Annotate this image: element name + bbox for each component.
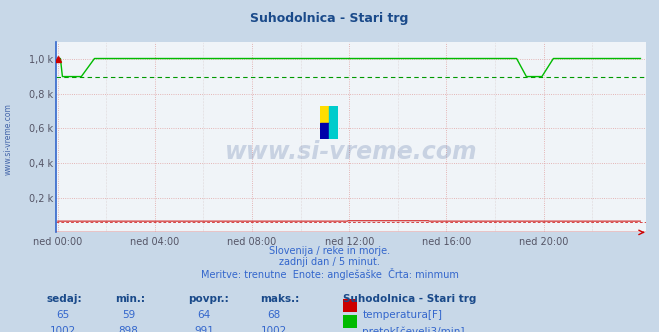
Text: Slovenija / reke in morje.: Slovenija / reke in morje. — [269, 246, 390, 256]
Text: www.si-vreme.com: www.si-vreme.com — [225, 140, 477, 164]
Text: min.:: min.: — [115, 294, 146, 304]
Bar — [320, 123, 329, 139]
Text: zadnji dan / 5 minut.: zadnji dan / 5 minut. — [279, 257, 380, 267]
Text: maks.:: maks.: — [260, 294, 300, 304]
Text: 991: 991 — [194, 326, 214, 332]
Text: 1002: 1002 — [49, 326, 76, 332]
Text: 898: 898 — [119, 326, 138, 332]
Text: Suhodolnica - Stari trg: Suhodolnica - Stari trg — [250, 12, 409, 25]
Bar — [329, 123, 338, 139]
Text: Suhodolnica - Stari trg: Suhodolnica - Stari trg — [343, 294, 476, 304]
Text: 65: 65 — [56, 310, 69, 320]
Text: 1002: 1002 — [260, 326, 287, 332]
Text: www.si-vreme.com: www.si-vreme.com — [3, 104, 13, 175]
Text: sedaj:: sedaj: — [46, 294, 82, 304]
Text: pretok[čevelj3/min]: pretok[čevelj3/min] — [362, 326, 465, 332]
Text: Meritve: trenutne  Enote: anglešaške  Črta: minmum: Meritve: trenutne Enote: anglešaške Črta… — [200, 268, 459, 280]
Text: 64: 64 — [198, 310, 211, 320]
Text: 59: 59 — [122, 310, 135, 320]
Text: 68: 68 — [267, 310, 280, 320]
Bar — [329, 106, 338, 123]
Bar — [320, 106, 329, 123]
Text: temperatura[F]: temperatura[F] — [362, 310, 442, 320]
Text: povpr.:: povpr.: — [188, 294, 229, 304]
